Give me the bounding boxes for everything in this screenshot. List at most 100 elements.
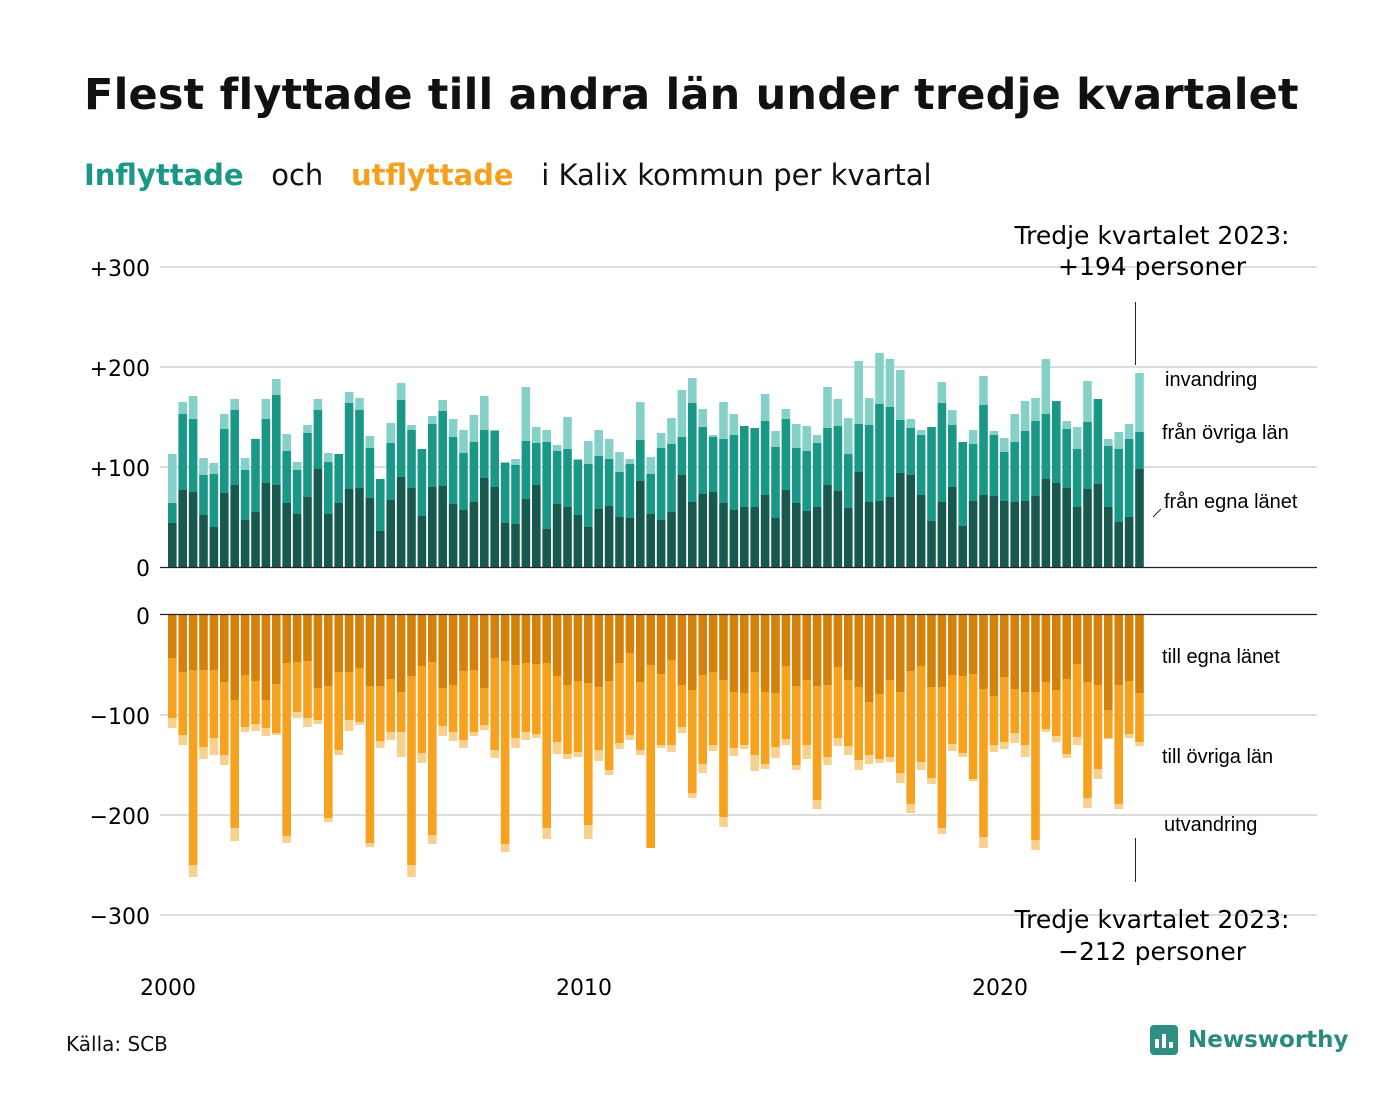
bar-in-immig-59 — [781, 409, 791, 419]
bar-out-other-58 — [771, 693, 780, 747]
bar-out-own-73 — [927, 615, 936, 687]
y-tick-in-0: 0 — [136, 557, 150, 582]
bar-out-other-7 — [240, 675, 250, 727]
bar-in-other-74 — [937, 403, 947, 502]
bar-out-other-2 — [188, 670, 198, 865]
y-tick-in-200: +200 — [90, 357, 150, 382]
bar-out-own-2 — [188, 615, 198, 670]
bar-out-emig-56 — [750, 755, 759, 771]
bar-out-own-12 — [292, 615, 302, 662]
bar-out-emig-30 — [480, 725, 489, 730]
bar-in-own-88 — [1083, 489, 1092, 567]
bar-out-own-9 — [261, 615, 271, 700]
bar-out-own-28 — [459, 615, 468, 671]
bar-out-own-40 — [584, 615, 593, 683]
bar-out-own-74 — [937, 615, 947, 687]
bar-out-other-77 — [968, 674, 978, 779]
bar-out-emig-75 — [948, 744, 957, 751]
bar-out-other-42 — [604, 681, 614, 770]
bar-out-own-1 — [178, 615, 187, 672]
bar-in-other-57 — [760, 421, 770, 495]
bar-in-other-18 — [355, 410, 364, 488]
bar-out-other-4 — [209, 670, 219, 738]
bar-in-immig-87 — [1072, 427, 1082, 449]
bar-in-immig-50 — [688, 378, 697, 403]
bar-out-other-14 — [313, 688, 323, 720]
bar-out-other-78 — [979, 689, 988, 837]
bar-out-own-45 — [636, 615, 645, 682]
bar-out-own-38 — [563, 615, 572, 685]
brand-logo: Newsworthy — [1150, 1025, 1349, 1055]
bar-in-own-55 — [740, 507, 749, 567]
bar-in-other-64 — [833, 426, 843, 491]
bar-in-other-56 — [750, 428, 759, 507]
bar-out-emig-10 — [272, 733, 281, 735]
bar-in-immig-57 — [760, 394, 770, 421]
bar-out-other-43 — [615, 663, 624, 743]
bar-out-own-11 — [282, 615, 291, 663]
bar-out-emig-4 — [209, 738, 219, 755]
outflow-bars — [168, 615, 1144, 877]
bar-in-immig-26 — [438, 400, 447, 411]
bar-in-other-75 — [948, 425, 957, 487]
bar-in-immig-12 — [292, 462, 302, 470]
bar-out-emig-55 — [740, 745, 749, 749]
bar-out-other-51 — [698, 675, 707, 764]
bar-out-other-41 — [594, 687, 603, 750]
bar-in-own-18 — [355, 488, 364, 567]
bar-in-immig-46 — [646, 457, 655, 474]
bar-out-own-43 — [615, 615, 624, 663]
bar-out-own-14 — [313, 615, 323, 688]
bar-in-immig-35 — [532, 427, 541, 443]
bar-out-own-81 — [1010, 615, 1019, 689]
bar-in-immig-75 — [948, 410, 957, 425]
bar-in-immig-2 — [188, 396, 198, 419]
bar-in-other-60 — [792, 448, 801, 503]
bar-in-own-43 — [615, 517, 624, 567]
bar-in-other-42 — [604, 459, 614, 506]
bar-out-own-90 — [1104, 615, 1113, 710]
bar-in-other-39 — [573, 460, 583, 515]
bar-in-own-52 — [708, 492, 718, 567]
bar-in-other-93 — [1135, 432, 1144, 469]
bar-in-immig-72 — [916, 430, 926, 435]
bar-out-other-3 — [199, 670, 208, 747]
bar-in-other-63 — [823, 428, 832, 485]
bar-out-emig-36 — [542, 828, 551, 839]
bar-in-own-21 — [386, 500, 395, 567]
bar-in-own-26 — [438, 486, 447, 567]
bar-out-emig-57 — [760, 764, 770, 769]
bar-in-own-0 — [168, 523, 177, 567]
bar-out-other-57 — [760, 692, 770, 764]
bar-in-immig-36 — [542, 430, 551, 442]
bar-in-own-78 — [979, 495, 988, 567]
bar-out-own-69 — [885, 615, 895, 680]
bar-in-own-37 — [552, 504, 562, 567]
bar-out-other-90 — [1104, 710, 1113, 738]
bar-in-immig-44 — [625, 459, 635, 464]
bar-in-other-32 — [500, 463, 510, 523]
bar-out-emig-38 — [563, 754, 572, 759]
bar-in-own-83 — [1031, 496, 1040, 567]
bar-in-immig-7 — [240, 458, 250, 470]
bar-out-other-48 — [667, 660, 676, 745]
bar-out-own-10 — [272, 615, 281, 684]
bar-out-emig-5 — [220, 755, 229, 765]
bar-out-emig-87 — [1072, 737, 1082, 745]
bar-out-other-12 — [292, 662, 302, 712]
bar-in-own-4 — [209, 527, 219, 567]
bar-out-emig-25 — [428, 835, 437, 844]
bar-out-own-50 — [688, 615, 697, 690]
bar-out-other-20 — [376, 686, 385, 741]
bar-in-other-46 — [646, 474, 655, 514]
bar-in-other-86 — [1062, 429, 1071, 488]
bar-in-own-92 — [1124, 517, 1134, 567]
bar-in-immig-1 — [178, 402, 187, 414]
bar-out-own-46 — [646, 615, 655, 665]
label-utvandring: utvandring — [1164, 814, 1257, 836]
bar-in-other-70 — [896, 420, 905, 473]
bar-in-own-22 — [396, 477, 406, 567]
bar-in-own-73 — [927, 521, 936, 567]
bar-out-emig-64 — [833, 738, 843, 746]
bar-in-other-30 — [480, 430, 489, 478]
